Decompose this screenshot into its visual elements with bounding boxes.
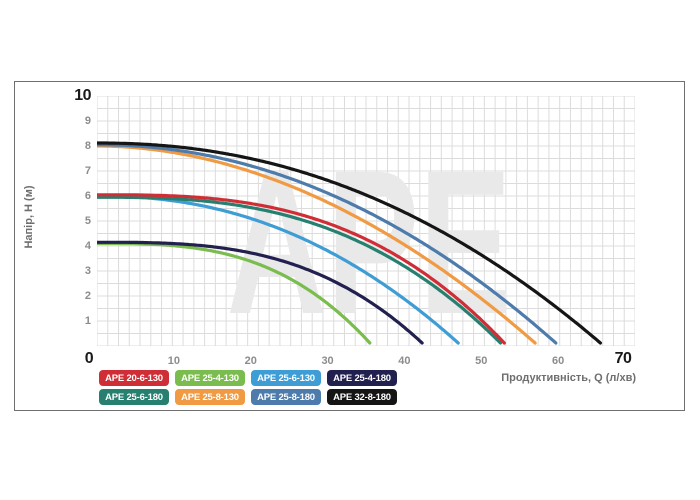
origin-label: 0 <box>84 350 94 367</box>
x-tick-label: 30 <box>321 355 334 367</box>
curve-series-group <box>97 141 602 345</box>
pump-curves-chart: APE <box>97 96 635 346</box>
legend-chip[interactable]: APE 25-4-130 <box>175 370 245 386</box>
x-axis-title: Продуктивність, Q (л/хв) <box>501 372 636 384</box>
y-tick-label: 4 <box>84 240 91 252</box>
legend: APE 20-6-130 APE 25-4-130 APE 25-6-130 APE … <box>99 370 397 405</box>
legend-chip[interactable]: APE 25-8-180 <box>251 389 321 405</box>
y-axis-max-label: 10 <box>74 87 91 104</box>
x-axis-max-label: 70 <box>614 350 632 367</box>
y-tick-label: 5 <box>84 215 91 227</box>
y-tick-label: 7 <box>84 165 91 177</box>
x-tick-label: 10 <box>167 355 180 367</box>
pump-curve <box>97 195 503 345</box>
pump-curve <box>97 144 537 345</box>
legend-row: APE 25-6-180 APE 25-8-130 APE 25-8-180 APE … <box>99 389 397 405</box>
x-tick-label: 20 <box>244 355 257 367</box>
legend-chip[interactable]: APE 20-6-130 <box>99 370 169 386</box>
y-tick-label: 8 <box>84 140 91 152</box>
x-tick-label: 50 <box>475 355 488 367</box>
pump-curve <box>97 240 424 345</box>
pump-curve <box>97 193 506 345</box>
chart-panel: Напір, H (м) APE 10 9 8 7 6 5 4 3 2 1 10 20 30 40 50 6… <box>14 81 685 411</box>
legend-chip[interactable]: APE 32-8-180 <box>327 389 397 405</box>
legend-row: APE 20-6-130 APE 25-4-130 APE 25-6-130 APE … <box>99 370 397 386</box>
y-tick-label: 9 <box>84 115 91 127</box>
y-tick-label: 3 <box>84 265 91 277</box>
legend-chip[interactable]: APE 25-6-130 <box>251 370 321 386</box>
legend-chip[interactable]: APE 25-6-180 <box>99 389 169 405</box>
pump-curve <box>97 143 558 345</box>
legend-chip[interactable]: APE 25-4-180 <box>327 370 397 386</box>
pump-curve <box>97 141 602 345</box>
legend-chip[interactable]: APE 25-8-130 <box>175 389 245 405</box>
plot-area: APE <box>97 96 635 346</box>
x-tick-label: 40 <box>398 355 411 367</box>
y-tick-label: 2 <box>84 290 91 302</box>
x-tick-label: 60 <box>552 355 565 367</box>
y-tick-label: 6 <box>84 190 91 202</box>
y-tick-label: 1 <box>84 315 91 327</box>
